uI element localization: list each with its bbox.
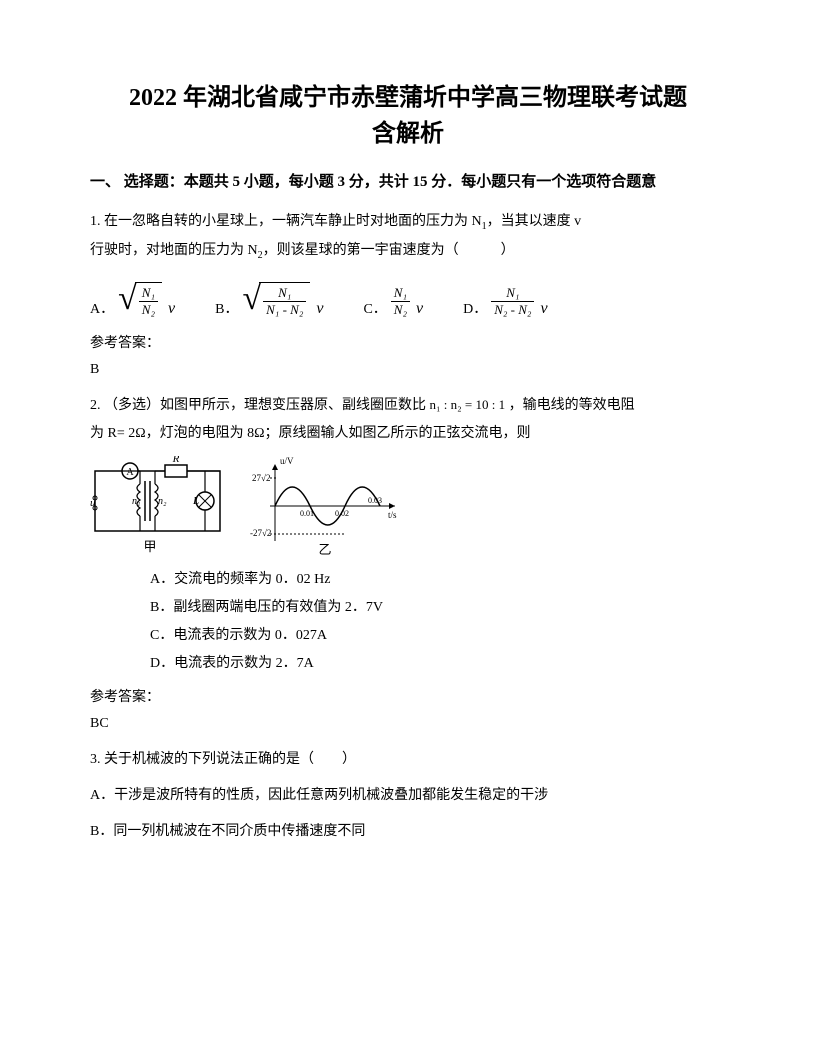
q1-optC-v: v <box>416 300 423 318</box>
svg-text:L: L <box>192 495 199 507</box>
svg-text:0.02: 0.02 <box>335 509 349 518</box>
title-line-1: 2022 年湖北省咸宁市赤壁蒲圻中学高三物理联考试题 <box>129 85 687 111</box>
q1-option-b: B． √ N₁N₁ - N₂ v <box>215 282 323 318</box>
q1-optD-label: D． <box>463 298 487 318</box>
q2-answer: BC <box>90 716 726 732</box>
sqrt-icon: √ N₁N₂ <box>118 282 162 318</box>
q3-option-b: B．同一列机械波在不同介质中传播速度不同 <box>90 818 726 846</box>
q1-optB-v: v <box>316 300 323 318</box>
question-1: 1. 在一忽略自转的小星球上，一辆汽车静止时对地面的压力为 N1，当其以速度 v… <box>90 208 726 266</box>
q2-figures: A R u n₁ n₂ L 甲 <box>90 456 726 556</box>
q3-text: 3. 关于机械波的下列说法正确的是（ ） <box>90 752 356 767</box>
sine-wave-diagram: 27√2 -27√2 u/V 0.01 0.02 0.03 t/s 乙 <box>250 456 400 556</box>
q2-options: A．交流电的频率为 0．02 Hz B．副线圈两端电压的有效值为 2．7V C．… <box>150 566 726 678</box>
svg-text:0.03: 0.03 <box>368 496 382 505</box>
svg-text:-27√2: -27√2 <box>250 528 271 538</box>
page-title: 2022 年湖北省咸宁市赤壁蒲圻中学高三物理联考试题 含解析 <box>90 80 726 152</box>
exam-page: 2022 年湖北省咸宁市赤壁蒲圻中学高三物理联考试题 含解析 一、 选择题：本题… <box>0 0 816 894</box>
q1-text-a: 1. 在一忽略自转的小星球上，一辆汽车静止时对地面的压力为 N <box>90 214 482 229</box>
sqrt-icon: √ N₁N₁ - N₂ <box>242 282 310 318</box>
svg-text:0.01: 0.01 <box>300 509 314 518</box>
q2-option-c: C．电流表的示数为 0．027A <box>150 622 726 650</box>
q1-options: A． √ N₁N₂ v B． √ N₁N₁ - N₂ v C． N₁N₂ v <box>90 282 726 318</box>
ohm-icon: Ω <box>135 426 145 441</box>
q1-option-d: D． N₁N₂ - N₂ v <box>463 285 547 318</box>
q2-option-d: D．电流表的示数为 2．7A <box>150 650 726 678</box>
q2-text-a: 2. （多选）如图甲所示，理想变压器原、副线圈匝数比 <box>90 398 426 413</box>
q2-option-a: A．交流电的频率为 0．02 Hz <box>150 566 726 594</box>
q2-ratio: n₁ : n₂ = 10 : 1 <box>430 397 506 412</box>
svg-text:t/s: t/s <box>388 510 397 520</box>
q2-text-d: ，灯泡的电阻为 8 <box>146 426 255 441</box>
q3-option-a: A．干涉是波所特有的性质，因此任意两列机械波叠加都能发生稳定的干涉 <box>90 782 726 810</box>
circuit-diagram: A R u n₁ n₂ L 甲 <box>90 456 230 556</box>
question-2: 2. （多选）如图甲所示，理想变压器原、副线圈匝数比 n₁ : n₂ = 10 … <box>90 392 726 448</box>
q1-option-c: C． N₁N₂ v <box>363 285 423 318</box>
svg-text:27√2: 27√2 <box>252 473 270 483</box>
q2-answer-label: 参考答案： <box>90 686 726 706</box>
question-3: 3. 关于机械波的下列说法正确的是（ ） <box>90 746 726 774</box>
q1-optB-label: B． <box>215 298 238 318</box>
svg-text:R: R <box>172 456 180 465</box>
q2-text-c: 为 R= 2 <box>90 426 135 441</box>
q1-option-a: A． √ N₁N₂ v <box>90 282 175 318</box>
q1-text-d: ，则该星球的第一宇宙速度为（ ） <box>263 243 515 258</box>
q1-text-b: ，当其以速度 v <box>487 214 582 229</box>
q1-optC-label: C． <box>363 298 386 318</box>
q1-answer-label: 参考答案： <box>90 332 726 352</box>
section-header: 一、 选择题：本题共 5 小题，每小题 3 分，共计 15 分．每小题只有一个选… <box>90 170 726 194</box>
svg-text:u/V: u/V <box>280 456 294 466</box>
q2-text-e: ；原线圈输人如图乙所示的正弦交流电，则 <box>265 426 531 441</box>
q1-optA-v: v <box>168 300 175 318</box>
ohm-icon: Ω <box>254 426 264 441</box>
q1-answer: B <box>90 362 726 378</box>
svg-text:甲: 甲 <box>143 539 156 554</box>
q1-text-c: 行驶时，对地面的压力为 N <box>90 243 258 258</box>
title-line-2: 含解析 <box>372 121 444 147</box>
svg-text:乙: 乙 <box>318 542 331 556</box>
q2-text-b: ，输电线的等效电阻 <box>509 398 635 413</box>
q2-option-b: B．副线圈两端电压的有效值为 2．7V <box>150 594 726 622</box>
svg-text:n₁: n₁ <box>132 496 140 507</box>
q1-optA-label: A． <box>90 298 114 318</box>
q1-optD-v: v <box>540 300 547 318</box>
svg-text:A: A <box>126 467 134 478</box>
svg-text:n₂: n₂ <box>158 496 167 507</box>
